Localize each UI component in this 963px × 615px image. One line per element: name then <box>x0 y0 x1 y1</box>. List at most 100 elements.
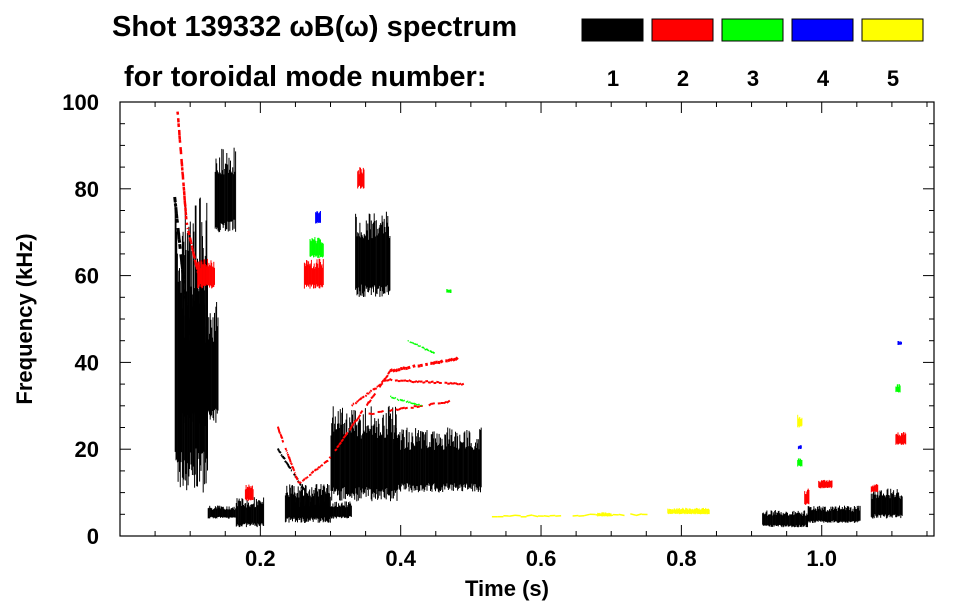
data-region-mode-3-1 <box>898 384 900 392</box>
data-region-mode-2-0 <box>197 262 199 289</box>
data-region-mode-1-8 <box>469 432 471 489</box>
legend-label-mode-1: 1 <box>607 66 619 91</box>
data-region-mode-1-2 <box>219 157 221 232</box>
data-region-mode-1-6 <box>317 507 319 519</box>
data-region-mode-1-9 <box>373 213 375 285</box>
data-region-mode-2-1 <box>320 265 322 288</box>
data-region-mode-5-1 <box>688 509 689 514</box>
data-band-mode-2-5 <box>394 368 399 373</box>
data-region-mode-1-8 <box>407 442 409 487</box>
data-region-mode-1-7 <box>343 434 345 499</box>
data-region-mode-1-1 <box>198 303 200 424</box>
data-region-mode-1-8 <box>406 427 408 483</box>
data-region-mode-1-7 <box>372 425 374 493</box>
data-region-mode-1-4 <box>260 502 262 525</box>
data-band-mode-2-8 <box>431 402 436 405</box>
data-region-mode-1-5 <box>293 486 295 518</box>
data-band-mode-2-5 <box>431 360 437 366</box>
data-region-mode-2-4 <box>807 489 808 504</box>
data-region-mode-1-9 <box>382 221 384 292</box>
data-region-mode-2-2 <box>357 171 359 189</box>
data-region-mode-1-10 <box>789 514 791 527</box>
data-region-mode-1-3 <box>220 508 221 518</box>
data-region-mode-4-1 <box>899 342 901 345</box>
data-band-mode-2-2 <box>278 431 281 434</box>
data-region-mode-1-6 <box>316 505 317 518</box>
data-region-mode-3-0 <box>311 238 313 256</box>
data-region-mode-2-7 <box>877 484 879 493</box>
data-region-mode-1-1 <box>180 328 182 410</box>
y-tick-label: 40 <box>75 350 99 375</box>
data-region-mode-1-6 <box>312 507 314 517</box>
data-region-mode-4-0 <box>317 211 319 223</box>
data-region-mode-1-10 <box>774 510 776 525</box>
data-region-mode-1-7 <box>386 428 388 488</box>
data-region-mode-3-3 <box>447 289 449 293</box>
data-region-mode-1-6 <box>335 505 337 517</box>
data-region-mode-1-1 <box>216 326 218 414</box>
data-region-mode-1-6 <box>295 502 297 518</box>
data-region-mode-1-3 <box>217 505 219 517</box>
data-region-mode-2-2 <box>362 167 364 189</box>
mode-legend: 1 2 3 4 5 <box>581 18 924 91</box>
data-region-mode-4-1 <box>900 341 902 345</box>
data-region-mode-1-1 <box>211 327 213 416</box>
data-region-mode-1-1 <box>187 306 189 415</box>
data-region-mode-2-1 <box>308 263 310 285</box>
data-region-mode-1-7 <box>380 435 382 500</box>
data-region-mode-1-7 <box>350 432 352 494</box>
data-region-mode-2-5 <box>821 480 822 488</box>
data-region-mode-2-3 <box>246 488 248 501</box>
data-region-mode-2-0 <box>204 259 206 286</box>
data-region-mode-1-11 <box>853 506 855 523</box>
data-region-mode-1-8 <box>395 448 397 492</box>
data-region-mode-1-11 <box>829 510 831 522</box>
data-region-mode-1-3 <box>226 506 228 517</box>
data-region-mode-5-1 <box>667 508 669 514</box>
data-band-mode-2-2 <box>277 428 281 433</box>
data-region-mode-1-12 <box>895 496 897 518</box>
data-region-mode-1-5 <box>285 493 287 522</box>
data-region-mode-5-1 <box>703 509 705 515</box>
data-region-mode-1-10 <box>787 513 788 525</box>
data-region-mode-2-6 <box>898 435 900 444</box>
data-region-mode-5-1 <box>701 508 703 515</box>
data-region-mode-5-0 <box>800 419 802 427</box>
data-region-mode-1-2 <box>232 167 234 231</box>
data-region-mode-1-8 <box>397 438 399 490</box>
data-region-mode-1-12 <box>875 498 877 518</box>
data-region-mode-1-2 <box>222 149 224 228</box>
data-region-mode-1-8 <box>437 445 439 492</box>
data-region-mode-1-7 <box>362 433 364 489</box>
data-region-mode-2-5 <box>828 481 829 488</box>
data-region-mode-1-9 <box>356 236 358 296</box>
data-region-mode-1-8 <box>475 442 476 485</box>
data-region-mode-1-8 <box>447 427 449 488</box>
data-region-mode-1-8 <box>451 429 453 491</box>
data-region-mode-1-8 <box>463 432 465 488</box>
data-band-mode-2-2 <box>295 477 299 481</box>
data-band-mode-2-4 <box>355 417 360 422</box>
data-region-mode-1-6 <box>307 506 309 518</box>
data-band-mode-5-0 <box>514 514 521 517</box>
data-region-mode-1-7 <box>379 435 381 496</box>
data-region-mode-2-5 <box>818 480 820 488</box>
data-band-mode-2-6 <box>354 401 358 405</box>
data-region-mode-1-6 <box>330 506 332 517</box>
data-band-mode-3-1 <box>394 396 397 399</box>
data-region-mode-1-8 <box>412 443 414 486</box>
data-region-mode-1-8 <box>420 431 422 486</box>
data-region-mode-1-11 <box>841 507 843 523</box>
data-region-mode-2-7 <box>871 486 873 492</box>
data-region-mode-1-12 <box>875 494 877 516</box>
data-band-mode-1-0 <box>184 299 188 305</box>
data-region-mode-1-8 <box>410 442 412 490</box>
data-region-mode-1-7 <box>358 420 360 488</box>
data-region-mode-2-6 <box>904 432 906 444</box>
data-region-mode-1-1 <box>208 317 210 411</box>
data-region-mode-4-1 <box>898 341 900 345</box>
data-region-mode-1-11 <box>844 507 846 523</box>
data-region-mode-1-10 <box>779 514 781 526</box>
data-band-mode-2-8 <box>398 407 403 411</box>
